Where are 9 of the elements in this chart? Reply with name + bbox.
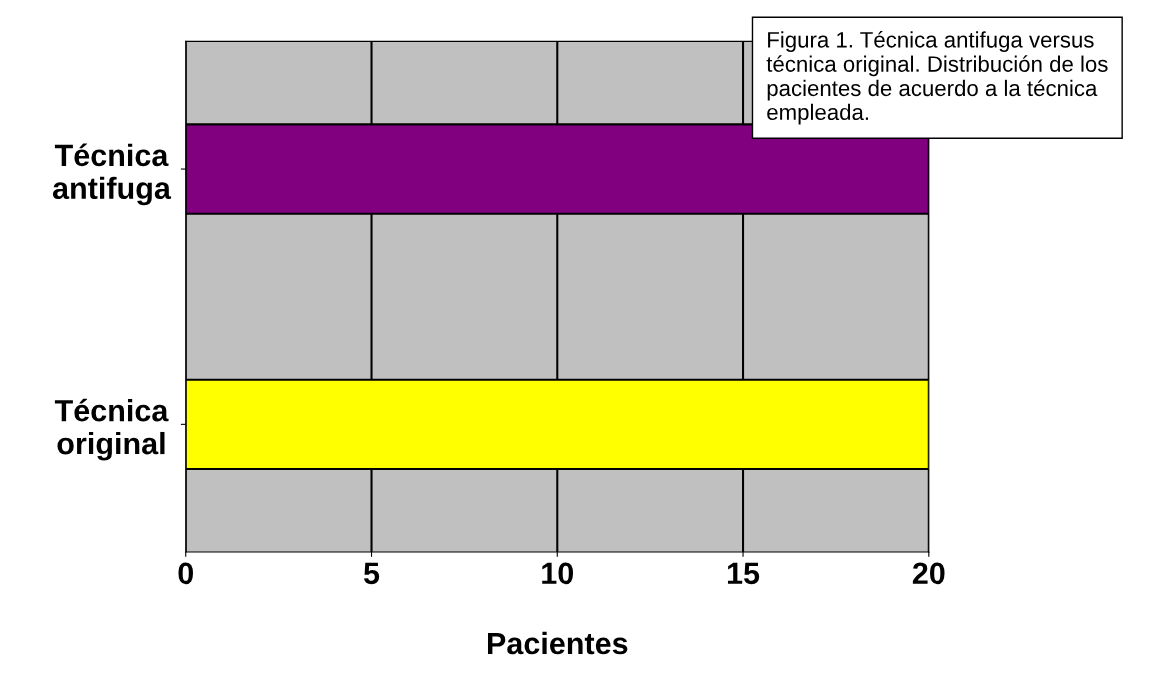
x-tick-label: 10 <box>542 562 574 585</box>
x-axis-title: Pacientes <box>487 631 628 655</box>
x-tick-label: 5 <box>363 562 380 585</box>
y-tick-label: Técnica antifuga <box>52 143 172 206</box>
y-tick-label: Técnica original <box>54 398 169 461</box>
x-tick-label: 15 <box>727 562 760 585</box>
annotation: Figura 1. Técnica antifuga versus técnica original. Distribución de los pacientes de acuerdo a la técnica empleada. <box>766 31 1108 125</box>
x-tick-label: 0 <box>178 562 194 585</box>
x-tick-label: 20 <box>912 562 945 585</box>
